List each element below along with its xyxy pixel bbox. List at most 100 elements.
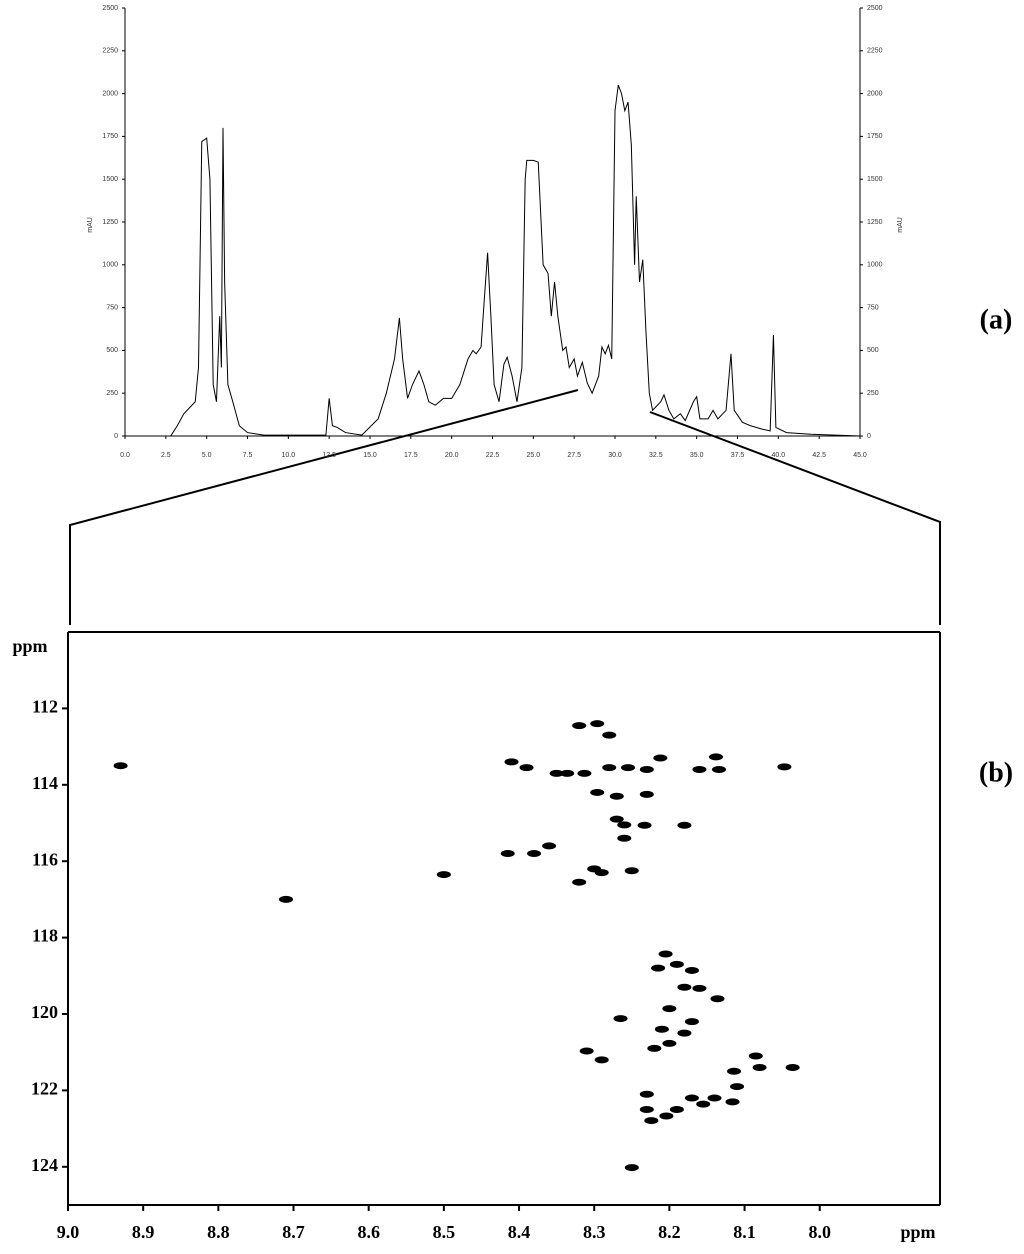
y-tick-label: 250	[106, 390, 118, 397]
x-tick-label: 17.5	[404, 452, 418, 459]
panel-label: (a)	[980, 304, 1013, 335]
cross-peak	[624, 867, 639, 875]
x-tick-label: 8.0	[808, 1222, 831, 1242]
cross-peak	[785, 1063, 800, 1071]
y2-axis-label: mAU	[897, 217, 904, 233]
x-tick-label: 8.2	[658, 1222, 681, 1242]
cross-peak	[730, 1083, 745, 1091]
cross-peak	[579, 1047, 594, 1055]
cross-peak	[677, 1029, 692, 1037]
cross-peak	[651, 964, 666, 972]
x-tick-label: 25.0	[527, 452, 541, 459]
cross-peak	[711, 766, 726, 774]
cross-peak	[669, 1106, 684, 1113]
cross-peak	[684, 1094, 699, 1102]
cross-peak	[658, 950, 673, 958]
cross-peak	[639, 1106, 654, 1113]
y-tick-label: 118	[32, 926, 58, 946]
cross-peak	[609, 792, 624, 800]
cross-peak	[696, 1100, 711, 1108]
cross-peak	[590, 788, 605, 796]
cross-peak	[662, 1005, 677, 1013]
x-tick-label: 12.5	[322, 452, 336, 459]
y2-tick-label: 750	[867, 304, 879, 311]
zoom-connector	[649, 411, 941, 625]
x-tick-label: 37.5	[731, 452, 745, 459]
cross-peak	[647, 1044, 662, 1052]
cross-peak	[752, 1063, 767, 1071]
cross-peak	[577, 769, 592, 777]
x-tick-label: 20.0	[445, 452, 459, 459]
x-tick-label: 45.0	[853, 452, 867, 459]
x-tick-label: 8.9	[132, 1222, 155, 1242]
cross-peak	[654, 1025, 669, 1033]
cross-peak	[639, 790, 654, 798]
x-tick-label: 42.5	[812, 452, 826, 459]
y-tick-label: 124	[31, 1155, 58, 1175]
x-tick-label: 8.4	[508, 1222, 531, 1242]
y-tick-label: 1500	[102, 176, 118, 183]
cross-peak	[613, 1015, 628, 1023]
y-axis-label: mAU	[87, 217, 94, 233]
x-tick-label: 27.5	[567, 452, 581, 459]
y2-tick-label: 2000	[867, 90, 883, 97]
cross-peak	[609, 815, 624, 823]
y-axis-label: ppm	[12, 636, 47, 656]
cross-peak	[602, 764, 617, 772]
cross-peak	[542, 842, 557, 850]
y-tick-label: 1250	[102, 219, 118, 226]
cross-peak	[590, 720, 605, 728]
y2-tick-label: 1250	[867, 219, 883, 226]
cross-peak	[777, 763, 792, 771]
y2-tick-label: 250	[867, 390, 879, 397]
cross-peak	[727, 1067, 742, 1075]
cross-peak	[653, 754, 668, 762]
cross-peak	[500, 850, 515, 858]
y-tick-label: 0	[114, 433, 118, 440]
x-tick-label: 8.3	[583, 1222, 606, 1242]
x-tick-label: 30.0	[608, 452, 622, 459]
y2-tick-label: 0	[867, 433, 871, 440]
cross-peak	[572, 878, 587, 886]
y-tick-label: 2500	[102, 5, 118, 12]
cross-peak	[707, 1094, 722, 1102]
cross-peak	[684, 966, 699, 974]
y-tick-label: 116	[32, 849, 58, 869]
x-tick-label: 8.5	[433, 1222, 456, 1242]
cross-peak	[621, 764, 636, 772]
x-tick-label: 35.0	[690, 452, 704, 459]
x-tick-label: 2.5	[161, 452, 171, 459]
x-tick-label: 5.0	[202, 452, 212, 459]
cross-peak	[725, 1098, 740, 1106]
y-tick-label: 2000	[102, 90, 118, 97]
cross-peak	[659, 1112, 674, 1120]
cross-peak	[748, 1052, 763, 1060]
x-tick-label: 8.6	[357, 1222, 380, 1242]
y-tick-label: 500	[106, 347, 118, 354]
cross-peak	[677, 821, 692, 829]
cross-peak	[624, 1164, 639, 1172]
cross-peak	[279, 895, 293, 903]
cross-peak	[710, 995, 725, 1003]
cross-peak	[504, 758, 519, 766]
cross-peak	[692, 766, 707, 774]
cross-peak	[113, 762, 128, 770]
x-tick-label: 0.0	[120, 452, 130, 459]
x-tick-label: 40.0	[772, 452, 786, 459]
cross-peak	[617, 821, 632, 829]
y2-tick-label: 2500	[867, 5, 883, 12]
x-axis-label: ppm	[900, 1222, 935, 1242]
y-tick-label: 1000	[102, 262, 118, 269]
cross-peak	[602, 731, 617, 739]
x-tick-label: 9.0	[57, 1222, 80, 1242]
y-tick-label: 112	[32, 697, 58, 717]
cross-peak	[639, 766, 654, 774]
y2-tick-label: 1500	[867, 176, 883, 183]
cross-peak	[594, 1056, 609, 1064]
cross-peak	[617, 834, 632, 842]
cross-peak	[684, 1018, 699, 1026]
cross-peak	[560, 769, 575, 777]
y2-tick-label: 500	[867, 347, 879, 354]
zoom-connector	[69, 389, 579, 625]
